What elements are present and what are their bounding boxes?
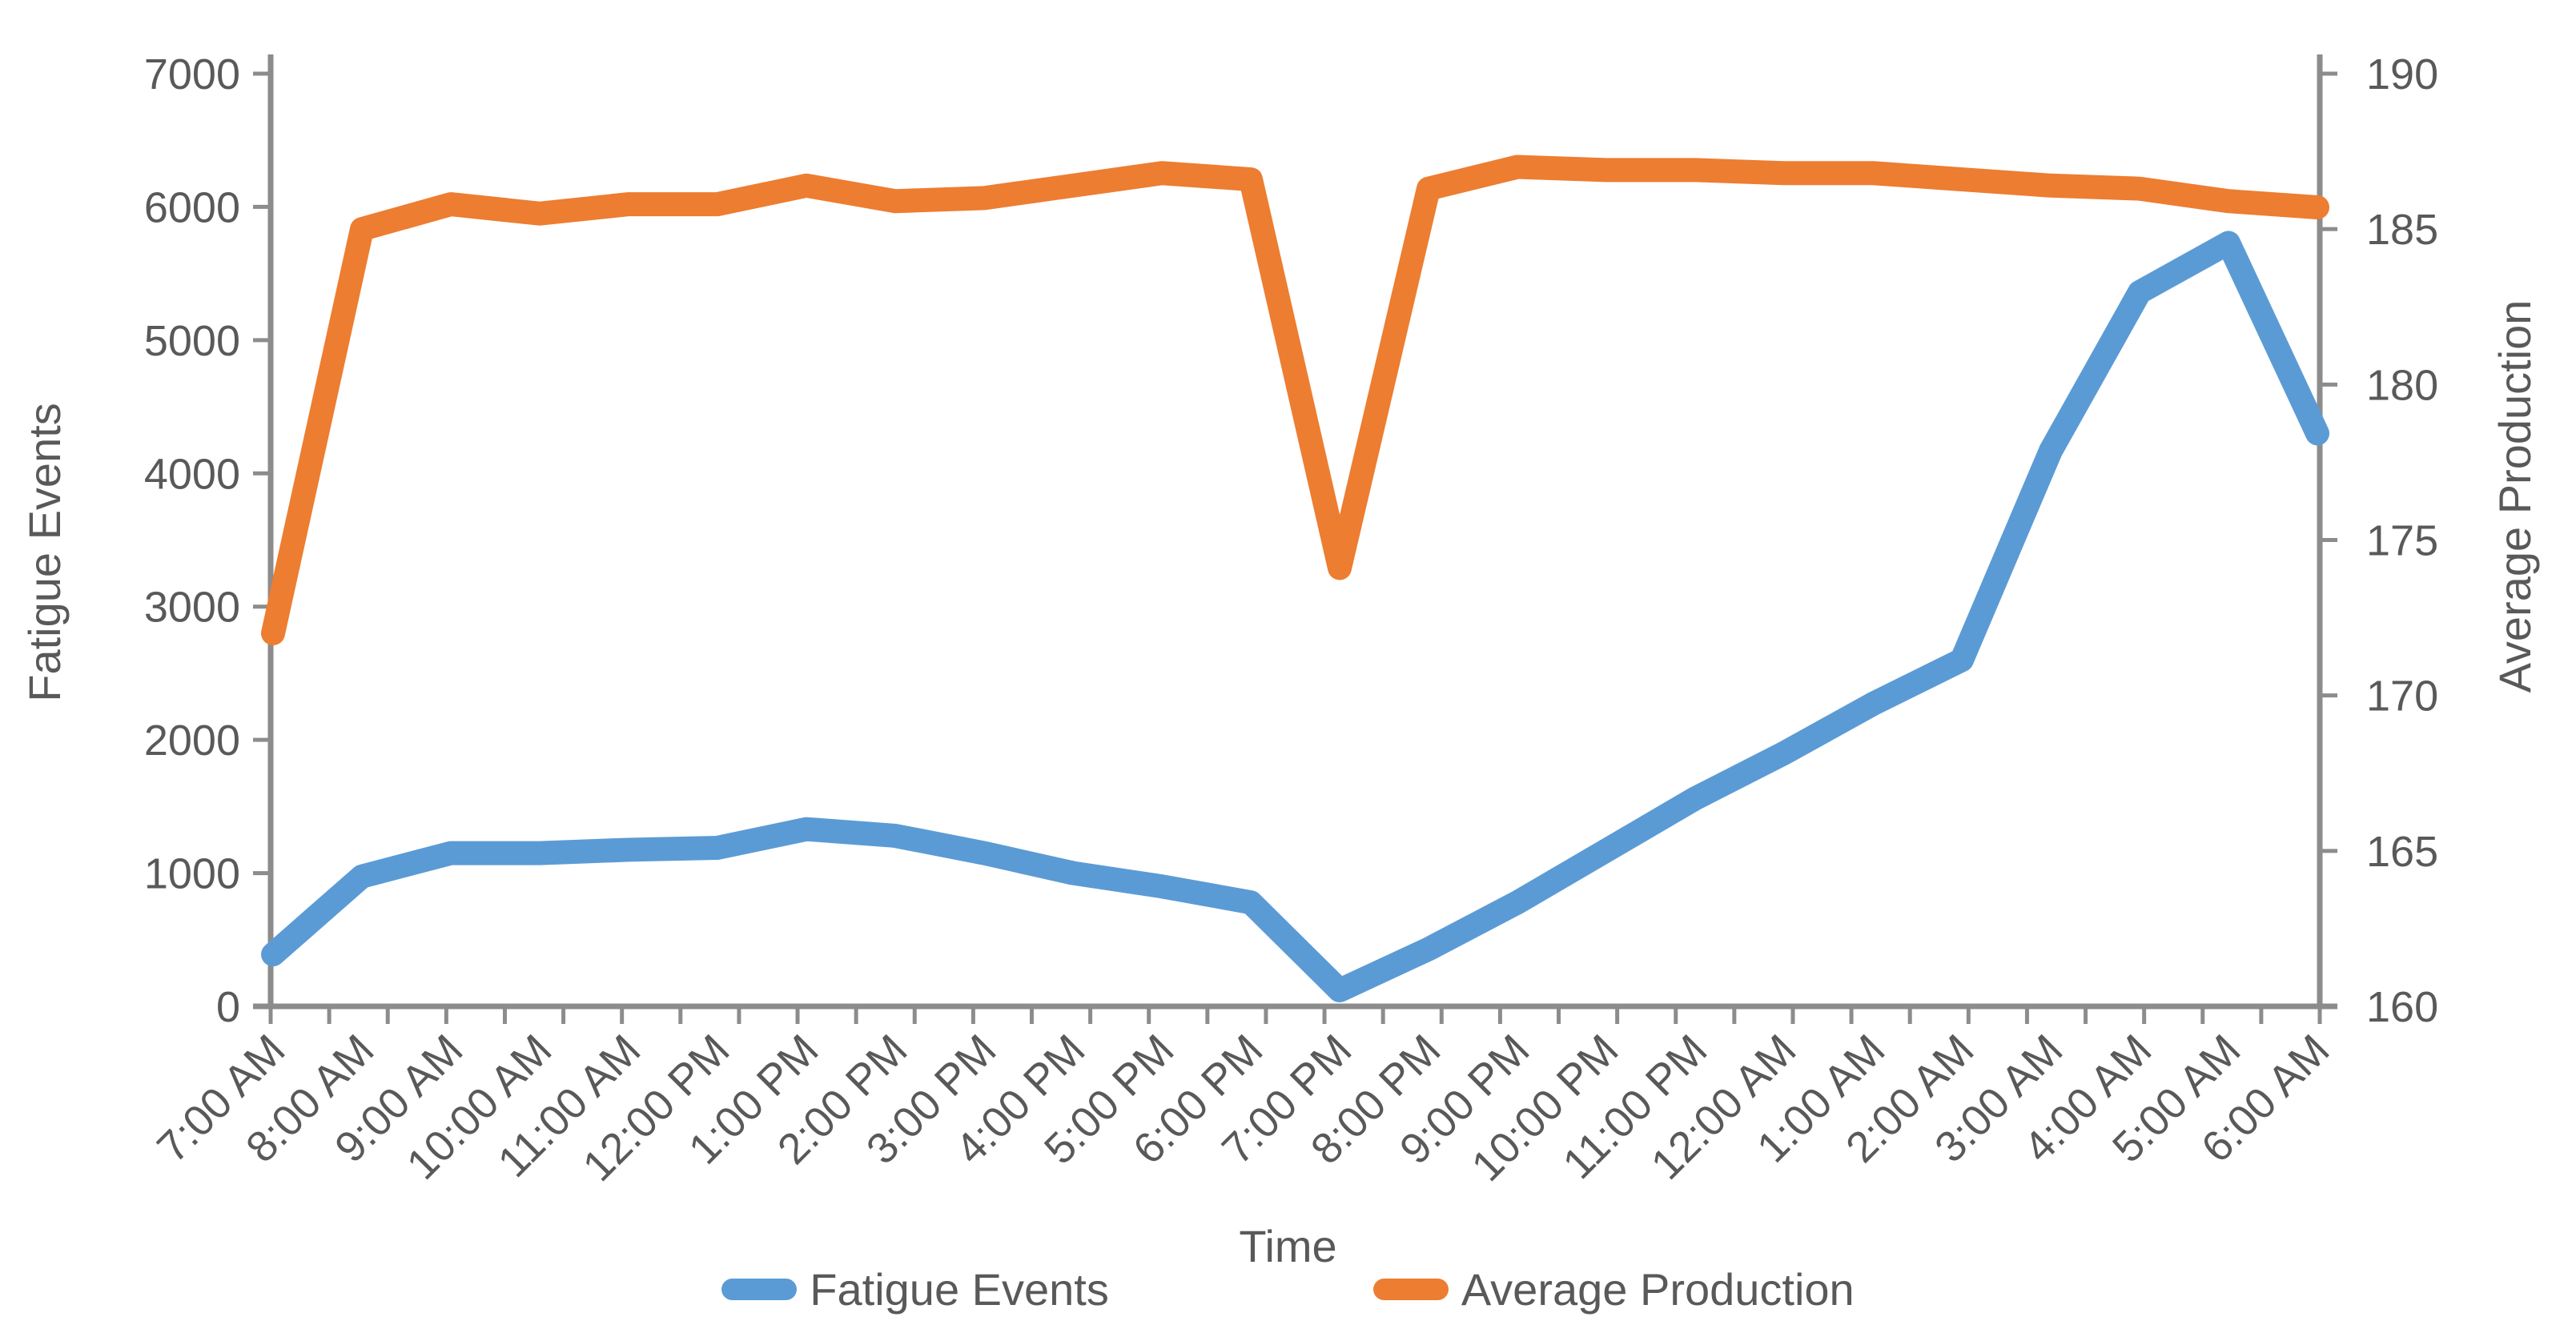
left-axis-tick-label: 4000 [144, 450, 240, 498]
legend-item-average-production: Average Production [1372, 1263, 1855, 1315]
left-axis-tick-label: 5000 [144, 317, 240, 365]
legend-swatch-average-production [1372, 1279, 1449, 1300]
left-axis-title: Fatigue Events [19, 403, 70, 702]
series-line-average-production [261, 155, 2329, 645]
left-axis-tick-label: 3000 [144, 584, 240, 632]
left-axis-tick-label: 0 [216, 983, 240, 1031]
legend-label-average-production: Average Production [1461, 1264, 1855, 1315]
left-axis-tick-label: 7000 [144, 50, 240, 98]
left-axis-tick-labels: 0 1000 2000 3000 4000 5000 6000 7000 [144, 50, 240, 1031]
x-axis-title: Time [1239, 1221, 1337, 1271]
right-axis-title: Average Production [2490, 300, 2540, 693]
right-axis-tick-label: 180 [2366, 361, 2438, 409]
right-axis-tick-label: 185 [2366, 206, 2438, 254]
left-axis-tick-label: 6000 [144, 183, 240, 231]
right-axis-tick-label: 160 [2366, 983, 2438, 1031]
right-axis-tick-label: 165 [2366, 828, 2438, 876]
plot-area [261, 155, 2329, 1003]
left-axis-tick-label: 2000 [144, 717, 240, 765]
tick-marks [253, 71, 2337, 1024]
legend: Fatigue Events Average Production [0, 1263, 2576, 1315]
right-axis-tick-label: 190 [2366, 50, 2438, 98]
right-axis-tick-label: 175 [2366, 517, 2438, 565]
left-axis-tick-label: 1000 [144, 850, 240, 898]
legend-item-fatigue-events: Fatigue Events [721, 1263, 1109, 1315]
legend-swatch-fatigue-events [721, 1279, 798, 1300]
legend-label-fatigue-events: Fatigue Events [810, 1264, 1109, 1315]
right-axis-tick-labels: 160 165 170 175 180 185 190 [2366, 50, 2438, 1031]
right-axis-tick-label: 170 [2366, 673, 2438, 721]
series-line-fatigue-events [261, 231, 2329, 1003]
